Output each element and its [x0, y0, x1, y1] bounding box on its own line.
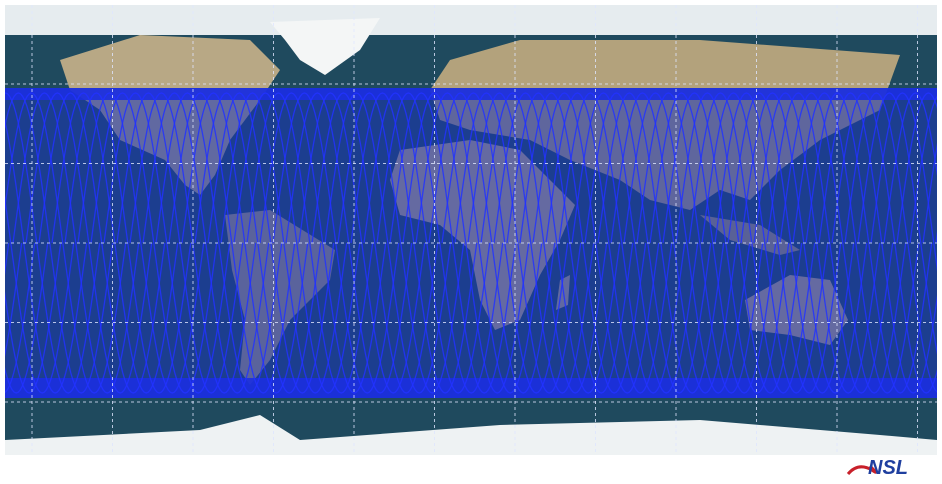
ground-track	[233, 92, 361, 394]
logo: NSL	[846, 457, 908, 479]
ground-track	[337, 92, 465, 394]
map-image	[5, 5, 937, 455]
arctic	[5, 5, 937, 35]
ground-track	[324, 92, 452, 394]
ground-track	[259, 92, 387, 394]
ground-track	[12, 92, 140, 394]
ground-track	[5, 242, 62, 394]
ground-track	[883, 92, 937, 244]
ground-track	[649, 92, 777, 394]
ground-track	[5, 242, 36, 394]
ground-track	[402, 92, 530, 394]
ground-track	[779, 92, 907, 394]
ground-track	[792, 92, 920, 394]
ground-track	[909, 95, 937, 244]
ground-track	[5, 242, 49, 394]
ground-track	[571, 92, 699, 394]
ground-track	[103, 92, 231, 394]
ground-track	[90, 92, 218, 394]
ground-track	[558, 92, 686, 394]
ground-track	[246, 92, 374, 394]
graticule	[5, 5, 937, 455]
ground-track	[636, 92, 764, 394]
ground-track	[5, 195, 75, 394]
ground-track	[25, 92, 153, 394]
ground-track	[77, 92, 205, 394]
ground-track	[5, 92, 127, 394]
logo-text: NSL	[868, 457, 908, 479]
logo-swoosh	[846, 464, 877, 476]
ground-track	[805, 92, 933, 394]
ground-track	[480, 92, 608, 394]
coverage-edge-bottom	[5, 378, 937, 398]
ground-track	[155, 92, 283, 394]
ground-track	[727, 92, 855, 394]
antarctica	[5, 415, 937, 455]
ground-track	[714, 92, 842, 394]
ground-track	[870, 92, 937, 272]
ground-track	[389, 92, 517, 394]
ground-track	[857, 92, 937, 355]
ground-track	[181, 92, 309, 394]
ground-track	[623, 92, 751, 394]
ground-track	[467, 92, 595, 394]
ground-tracks	[5, 92, 937, 394]
ground-track	[415, 92, 543, 394]
greenland	[270, 18, 380, 75]
ground-track	[701, 92, 829, 394]
ground-track	[311, 92, 439, 394]
ground-track	[545, 92, 673, 394]
